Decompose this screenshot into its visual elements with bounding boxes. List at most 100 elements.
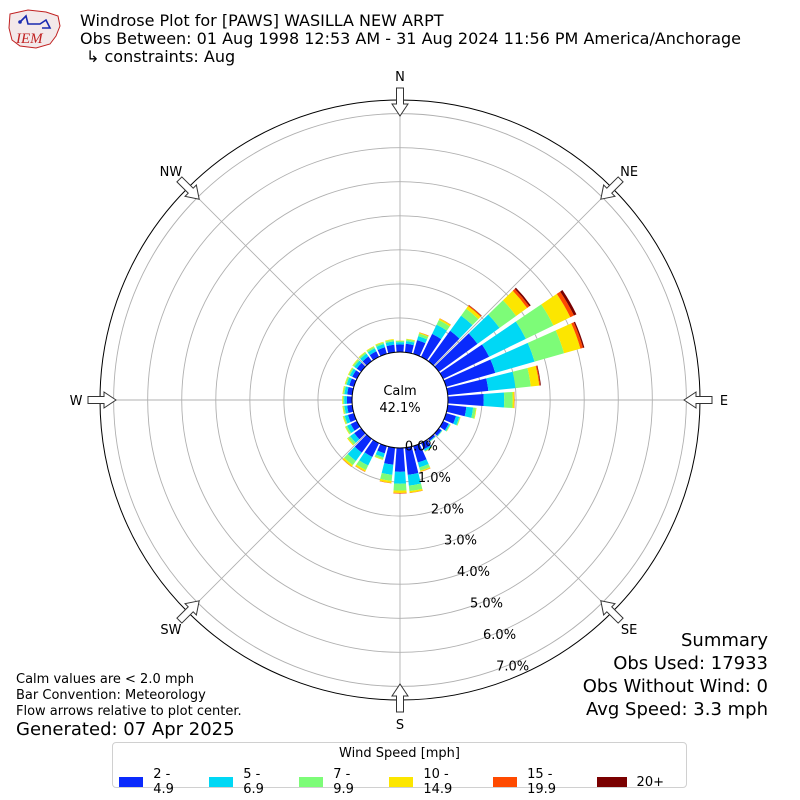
- windrose-bar: [419, 332, 429, 336]
- legend-title: Wind Speed [mph]: [339, 746, 460, 761]
- legend-label: 5 - 6.9: [243, 767, 264, 797]
- windrose-bar: [471, 407, 476, 419]
- legend-label: 15 - 19.9: [527, 767, 557, 797]
- windrose-bar: [424, 447, 433, 452]
- radial-tick-label: 2.0%: [431, 502, 464, 517]
- windrose-bar: [375, 450, 385, 458]
- windrose-bar: [447, 394, 484, 406]
- chart-constraints: ↳ constraints: Aug: [86, 47, 236, 66]
- windrose-bar: [429, 436, 436, 442]
- windrose-bar: [515, 304, 554, 339]
- compass-label: S: [396, 718, 404, 733]
- windrose-bar: [384, 446, 396, 465]
- windrose-bar: [429, 436, 436, 442]
- windrose-bar: [385, 339, 394, 343]
- windrose-bar: [446, 424, 451, 432]
- windrose-bar: [408, 483, 423, 492]
- windrose-bar: [343, 415, 348, 425]
- windrose-bar: [345, 376, 350, 385]
- windrose-bar: [468, 314, 500, 344]
- windrose-bar: [347, 367, 353, 376]
- windrose-bar: [386, 344, 396, 354]
- windrose-bar: [344, 414, 351, 424]
- windrose-bar: [514, 287, 531, 307]
- note-arrows: Flow arrows relative to plot center.: [16, 704, 242, 719]
- summary-avg-speed: Avg Speed: 3.3 mph: [586, 699, 768, 720]
- windrose-bar: [342, 385, 345, 395]
- compass-arrow-icon: [391, 87, 409, 117]
- calm-value: 42.1%: [379, 401, 420, 416]
- windrose-bar: [503, 391, 513, 409]
- windrose-bar: [466, 305, 481, 320]
- windrose-bar: [488, 300, 517, 328]
- windrose-bar: [437, 430, 443, 437]
- windrose-bar: [443, 359, 496, 387]
- windrose-bar: [377, 443, 387, 454]
- windrose-bar: [556, 291, 574, 318]
- legend-swatch: [492, 777, 518, 787]
- windrose-bar: [380, 472, 393, 481]
- windrose-bar: [512, 288, 530, 308]
- windrose-bar: [352, 370, 361, 380]
- legend-item: 10 - 14.9: [389, 767, 471, 797]
- windrose-bar: [436, 320, 450, 331]
- windrose-bar: [406, 339, 415, 343]
- windrose-bar: [434, 333, 478, 372]
- radial-tick-label: 5.0%: [470, 597, 503, 612]
- windrose-bar: [512, 367, 531, 389]
- calm-circle: [351, 351, 449, 449]
- compass-arrow-icon: [600, 176, 624, 200]
- windrose-bar: [364, 439, 380, 457]
- chart-title: Windrose Plot for [PAWS] WASILLA NEW ARP…: [80, 11, 444, 30]
- windrose-bar: [347, 404, 354, 413]
- windrose-bar: [423, 445, 432, 451]
- legend-item: 20+: [596, 767, 664, 797]
- radial-tick-label: 6.0%: [483, 628, 516, 643]
- windrose-bar: [344, 386, 349, 395]
- windrose-bar: [444, 423, 450, 432]
- windrose-bar: [405, 341, 415, 346]
- windrose-bar: [395, 340, 405, 343]
- windrose-bar: [344, 396, 348, 404]
- summary-obs-used: Obs Used: 17933: [613, 653, 768, 674]
- windrose-bar: [541, 293, 571, 326]
- windrose-bar: [396, 344, 404, 353]
- windrose-bar: [344, 376, 349, 385]
- windrose-bar: [413, 443, 427, 463]
- legend-swatch: [389, 777, 414, 787]
- windrose-bar: [417, 459, 429, 468]
- windrose-bar: [536, 365, 541, 386]
- windrose-bar: [393, 490, 407, 493]
- note-calm: Calm values are < 2.0 mph: [16, 672, 195, 687]
- windrose-bar: [344, 426, 350, 435]
- angular-gridline: [187, 433, 367, 613]
- windrose-bar: [406, 338, 416, 341]
- compass-label: SW: [160, 623, 181, 638]
- windrose-bar: [374, 456, 384, 460]
- radial-tick-label: 7.0%: [496, 660, 529, 675]
- windrose-bar: [342, 405, 345, 415]
- windrose-bar: [356, 460, 369, 471]
- compass-arrow-icon: [391, 683, 409, 713]
- windrose-bar: [468, 305, 482, 317]
- windrose-bar: [359, 452, 373, 466]
- compass-arrow-icon: [683, 391, 713, 409]
- windrose-bar: [560, 290, 577, 316]
- windrose-bar: [342, 395, 345, 405]
- legend-items: 2 - 4.9 5 - 6.9 7 - 9.9 10 - 14.9 15 - 19.9 2…: [119, 767, 686, 797]
- windrose-bar: [347, 423, 355, 434]
- summary-heading: Summary: [681, 630, 768, 651]
- windrose-bar: [381, 463, 394, 475]
- windrose-bar: [343, 405, 346, 414]
- windrose-bar: [407, 472, 421, 486]
- windrose-bar: [350, 433, 360, 443]
- windrose-bar: [395, 342, 405, 345]
- compass-arrow-icon: [600, 600, 624, 624]
- windrose-bar: [468, 304, 482, 316]
- legend-label: 2 - 4.9: [153, 767, 174, 797]
- windrose-bar: [420, 333, 442, 361]
- note-convention: Bar Convention: Meteorology: [16, 688, 206, 703]
- legend: Wind Speed [mph] 2 - 4.9 5 - 6.9 7 - 9.9 10…: [112, 742, 687, 797]
